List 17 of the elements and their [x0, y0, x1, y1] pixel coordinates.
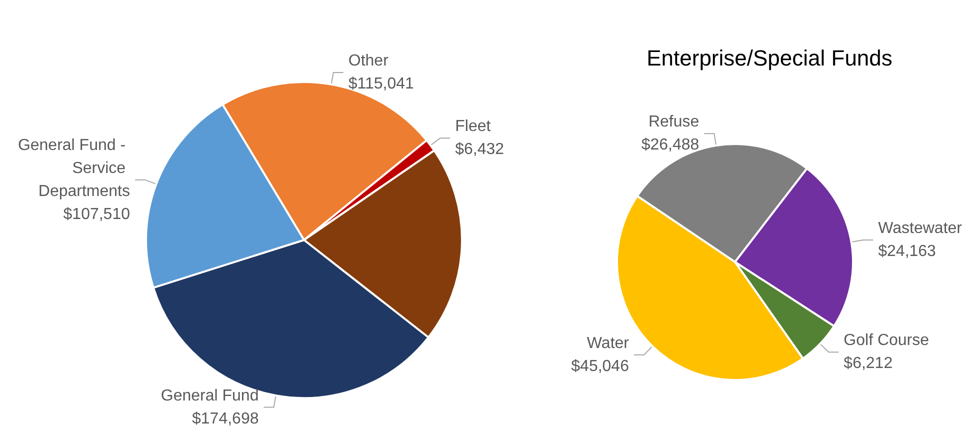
slice-label: Water [586, 334, 630, 352]
data-label: $6,212 [844, 355, 893, 372]
data-label: $24,163 [878, 242, 936, 260]
data-label: $107,510 [63, 206, 130, 223]
slice-label: Golf Course [844, 332, 930, 350]
data-label: $174,698 [192, 410, 259, 428]
data-label: $115,041 [348, 76, 414, 93]
chart-title: Enterprise/Special Funds [646, 46, 892, 70]
data-label: $45,046 [571, 358, 630, 375]
slice-label: Refuse [648, 114, 700, 131]
slice-label: Other [348, 52, 390, 70]
slice-label: General Fund [160, 387, 259, 404]
slice-label: Fleet [455, 118, 492, 136]
slice-label: General Fund - Service Departments [18, 136, 130, 200]
data-label: $6,432 [455, 141, 504, 158]
slice-label: Wastewater [878, 220, 963, 237]
data-label: $26,488 [641, 136, 700, 154]
